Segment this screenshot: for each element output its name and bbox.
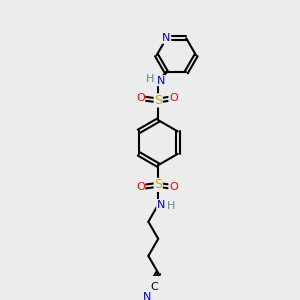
Text: O: O	[169, 182, 178, 192]
Text: H: H	[146, 74, 155, 84]
Text: S: S	[154, 94, 162, 107]
Text: C: C	[151, 282, 158, 292]
Text: H: H	[167, 201, 175, 211]
Text: N: N	[143, 292, 151, 300]
Text: O: O	[136, 182, 145, 192]
Text: O: O	[169, 93, 178, 103]
Text: N: N	[157, 76, 165, 85]
Text: S: S	[154, 178, 162, 191]
Text: N: N	[162, 33, 171, 43]
Text: N: N	[157, 200, 165, 210]
Text: O: O	[136, 93, 145, 103]
